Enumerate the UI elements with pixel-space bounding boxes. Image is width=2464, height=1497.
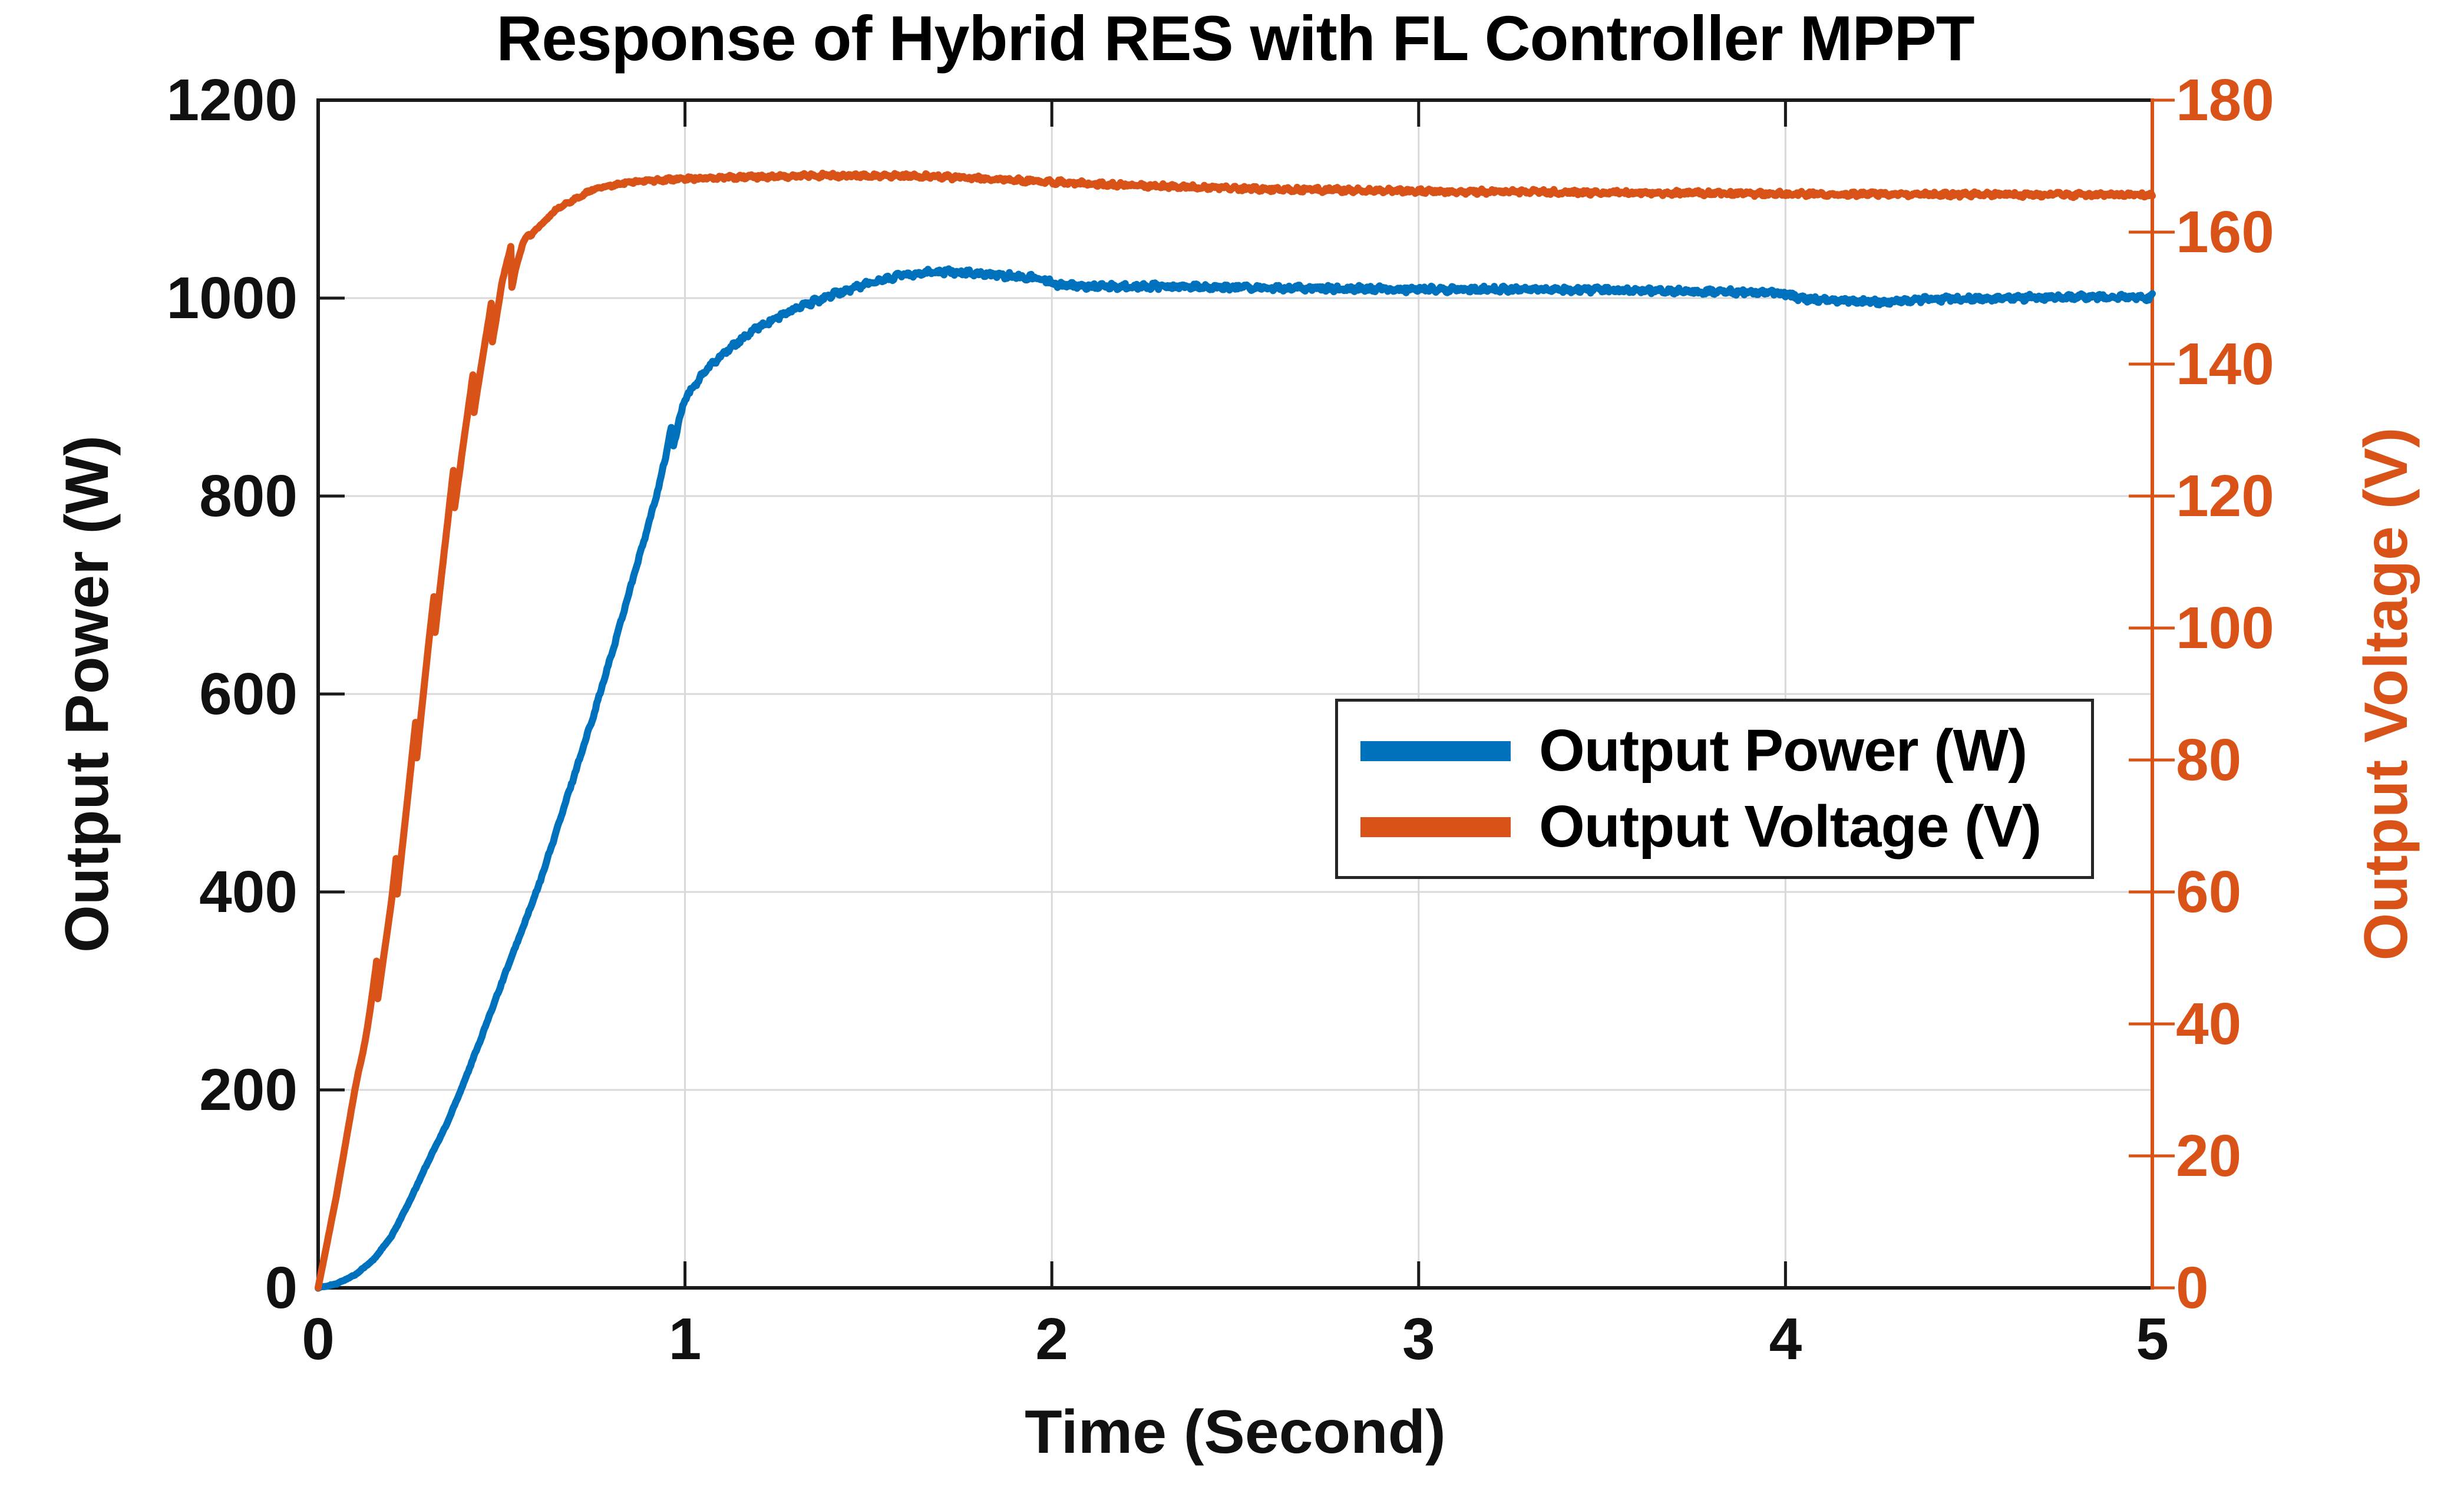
y-tick-label-left: 0 <box>265 1255 298 1321</box>
y-tick-label-right: 180 <box>2176 67 2274 133</box>
x-tick-label: 0 <box>302 1306 335 1372</box>
x-tick-label: 2 <box>1035 1306 1068 1372</box>
y-tick-label-right: 60 <box>2176 859 2242 925</box>
legend-label-voltage: Output Voltage (V) <box>1539 794 2042 860</box>
y-tick-label-right: 40 <box>2176 991 2242 1057</box>
legend: Output Power (W) Output Voltage (V) <box>1335 699 2094 879</box>
x-tick-label: 5 <box>2136 1306 2169 1372</box>
x-tick-label: 1 <box>668 1306 702 1372</box>
voltage-line-sample <box>1360 817 1511 837</box>
legend-label-power: Output Power (W) <box>1539 718 2027 784</box>
y-tick-label-right: 120 <box>2176 463 2274 529</box>
y-tick-label-right: 80 <box>2176 727 2242 793</box>
y-tick-label-right: 20 <box>2176 1123 2242 1189</box>
y-tick-label-right: 0 <box>2176 1255 2209 1321</box>
x-tick-label: 4 <box>1769 1306 1802 1372</box>
legend-item-power: Output Power (W) <box>1360 717 2073 785</box>
legend-item-voltage: Output Voltage (V) <box>1360 793 2073 861</box>
y-tick-label-left: 800 <box>199 463 298 529</box>
y-tick-label-right: 140 <box>2176 331 2274 397</box>
y-tick-label-left: 600 <box>199 661 298 727</box>
y-tick-label-right: 160 <box>2176 199 2274 265</box>
voltage-curve <box>315 170 2156 1291</box>
power-curve <box>315 265 2156 1292</box>
y-tick-label-left: 1000 <box>166 265 298 331</box>
y-tick-label-left: 400 <box>199 859 298 925</box>
y-axis-label-right: Output Voltage (V) <box>2352 427 2420 961</box>
y-tick-label-left: 200 <box>199 1057 298 1123</box>
y-tick-label-left: 1200 <box>166 67 298 133</box>
chart-title: Response of Hybrid RES with FL Controlle… <box>496 2 1974 74</box>
x-tick-label: 3 <box>1402 1306 1435 1372</box>
power-line-sample <box>1360 741 1511 761</box>
x-axis-label: Time (Second) <box>1025 1398 1446 1466</box>
y-tick-label-right: 100 <box>2176 595 2274 661</box>
